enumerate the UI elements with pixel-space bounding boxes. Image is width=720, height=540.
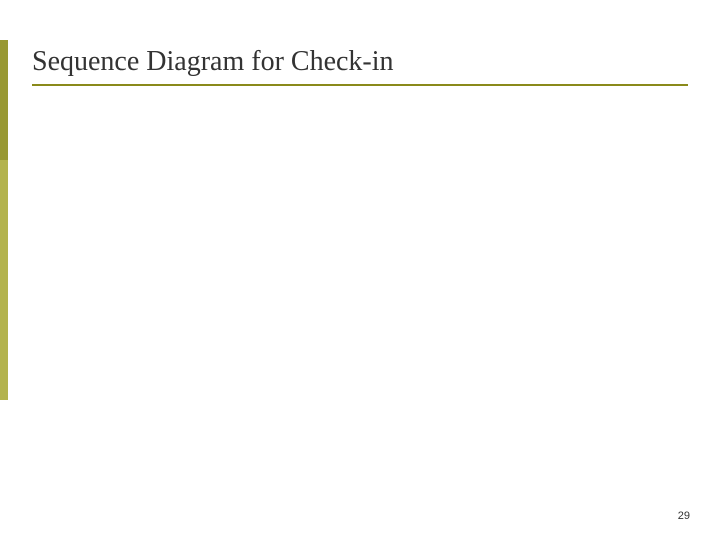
title-area: Sequence Diagram for Check-in	[32, 46, 688, 86]
page-number: 29	[678, 510, 690, 522]
side-accent-bottom	[0, 160, 8, 400]
title-underline	[32, 84, 688, 86]
slide-title: Sequence Diagram for Check-in	[32, 46, 688, 84]
slide-container: Sequence Diagram for Check-in 29	[0, 0, 720, 540]
side-accent-top	[0, 40, 8, 160]
